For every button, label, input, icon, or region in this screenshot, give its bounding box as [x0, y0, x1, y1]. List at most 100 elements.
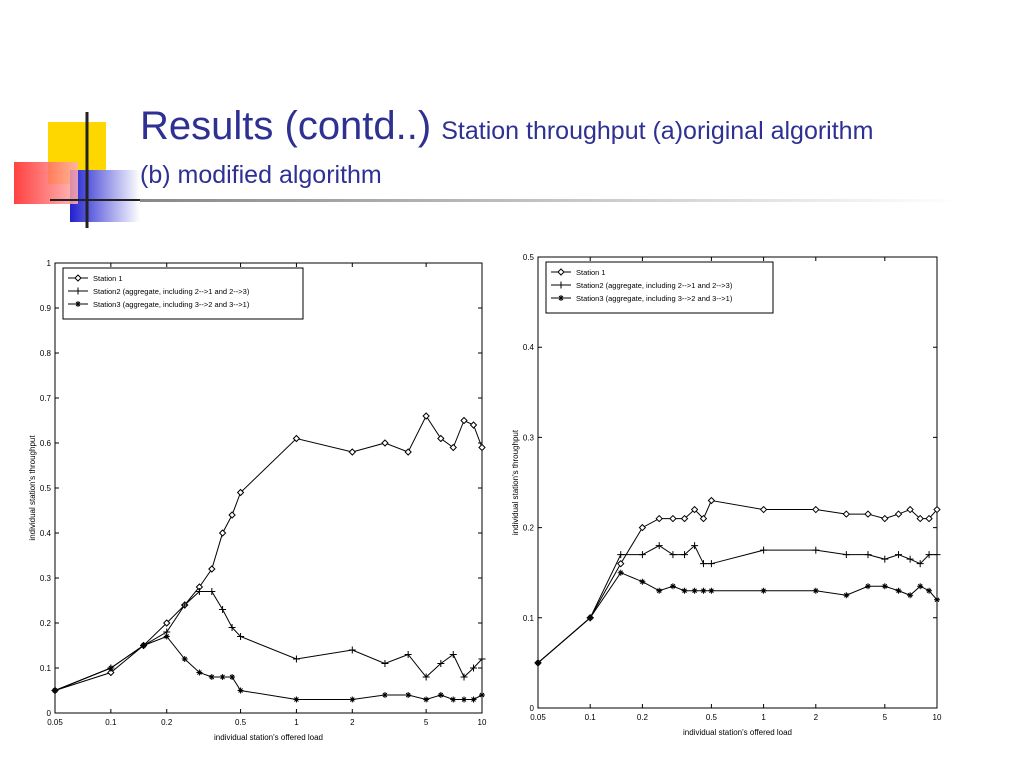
marker — [812, 587, 819, 594]
marker — [405, 692, 412, 698]
y-tick-label: 0.4 — [40, 529, 52, 538]
marker — [558, 295, 564, 301]
marker — [381, 439, 389, 447]
marker — [479, 692, 485, 698]
legend-box — [545, 261, 774, 314]
marker — [894, 510, 903, 518]
title-rule — [140, 199, 960, 202]
marker — [208, 674, 215, 680]
marker — [895, 551, 903, 559]
marker — [535, 659, 541, 666]
chart: 0.05 0.1 0.2 0.5 1 2 5 10 0 0.1 0.2 0.3 0.4 0.5 indivi… — [510, 246, 945, 748]
marker — [236, 488, 245, 497]
marker — [140, 642, 147, 649]
marker — [229, 674, 236, 680]
y-tick-label: 0.2 — [523, 524, 535, 533]
marker — [812, 505, 820, 514]
marker — [52, 687, 58, 694]
marker — [707, 560, 715, 568]
y-tick-label: 0.1 — [523, 614, 535, 623]
series-line — [54, 591, 483, 691]
legend-label: Station3 (aggregate, including 3-->2 and… — [93, 300, 250, 309]
y-tick-label: 0.4 — [523, 343, 535, 352]
x-tick-label: 1 — [294, 718, 299, 727]
header: Results (contd..) Station throughput (a)o… — [140, 106, 910, 199]
x-tick-label: 0.2 — [161, 718, 173, 727]
marker — [759, 505, 768, 514]
marker — [237, 687, 244, 694]
chart-bg — [510, 246, 945, 748]
marker — [638, 551, 646, 559]
marker — [381, 660, 389, 667]
marker — [690, 505, 699, 514]
chart-bg — [28, 250, 490, 750]
marker — [219, 674, 226, 680]
marker — [916, 560, 924, 568]
y-axis-label: individual station's throughput — [511, 429, 520, 535]
marker — [228, 511, 236, 519]
x-tick-label: 5 — [424, 718, 429, 727]
marker — [812, 546, 820, 554]
marker — [864, 510, 872, 518]
marker — [219, 606, 227, 613]
x-tick-label: 0.5 — [706, 713, 718, 722]
marker — [460, 673, 468, 681]
marker — [681, 551, 689, 559]
marker — [163, 619, 171, 627]
marker — [293, 696, 300, 703]
marker — [617, 569, 624, 576]
marker — [691, 542, 699, 550]
marker — [700, 587, 707, 594]
y-tick-label: 0.6 — [40, 439, 52, 448]
legend: Station 1 Station2 (aggregate, including … — [545, 261, 774, 314]
marker — [680, 514, 689, 523]
marker — [906, 555, 914, 563]
marker — [181, 656, 188, 662]
marker — [669, 551, 677, 559]
marker — [478, 443, 486, 452]
x-tick-label: 0.5 — [235, 718, 247, 727]
marker — [404, 651, 412, 658]
y-tick-label: 0.3 — [40, 574, 52, 583]
marker — [423, 696, 430, 703]
y-tick-label: 0.8 — [40, 349, 52, 358]
legend-label: Station2 (aggregate, including 2-->1 and… — [93, 287, 250, 296]
x-tick-label: 2 — [814, 713, 819, 722]
marker — [669, 514, 677, 523]
x-tick-label: 0.1 — [105, 718, 117, 727]
marker — [906, 505, 914, 514]
x-axis-label: individual station's offered load — [683, 728, 792, 737]
x-tick-label: 0.1 — [585, 713, 597, 722]
series-line — [54, 635, 483, 701]
marker — [478, 655, 486, 663]
marker — [449, 651, 457, 658]
deco-blue — [70, 170, 140, 222]
marker — [639, 578, 646, 585]
legend-box — [62, 267, 304, 320]
marker — [864, 583, 871, 590]
marker — [881, 514, 889, 523]
marker — [708, 587, 715, 594]
y-tick-label: 0.7 — [40, 394, 52, 403]
marker — [881, 583, 888, 590]
marker — [218, 529, 227, 537]
legend-label: Station 1 — [93, 274, 123, 283]
subtitle: Station throughput (a)original algorithm… — [140, 117, 874, 189]
marker — [881, 555, 889, 563]
marker — [638, 523, 647, 532]
marker — [617, 559, 625, 568]
marker — [196, 669, 203, 676]
plot-frame — [537, 256, 938, 709]
marker — [208, 565, 216, 573]
marker — [907, 592, 914, 599]
marker — [557, 281, 565, 289]
chart: 0.05 0.1 0.2 0.5 1 2 5 10 0 0.1 0.2 0.3 0.4 0.5 0.6 0.7… — [28, 250, 490, 750]
marker — [74, 274, 82, 282]
x-tick-label: 2 — [350, 718, 355, 727]
marker — [404, 448, 412, 456]
y-tick-label: 0.2 — [40, 619, 52, 628]
marker — [933, 551, 941, 559]
marker — [74, 287, 82, 295]
